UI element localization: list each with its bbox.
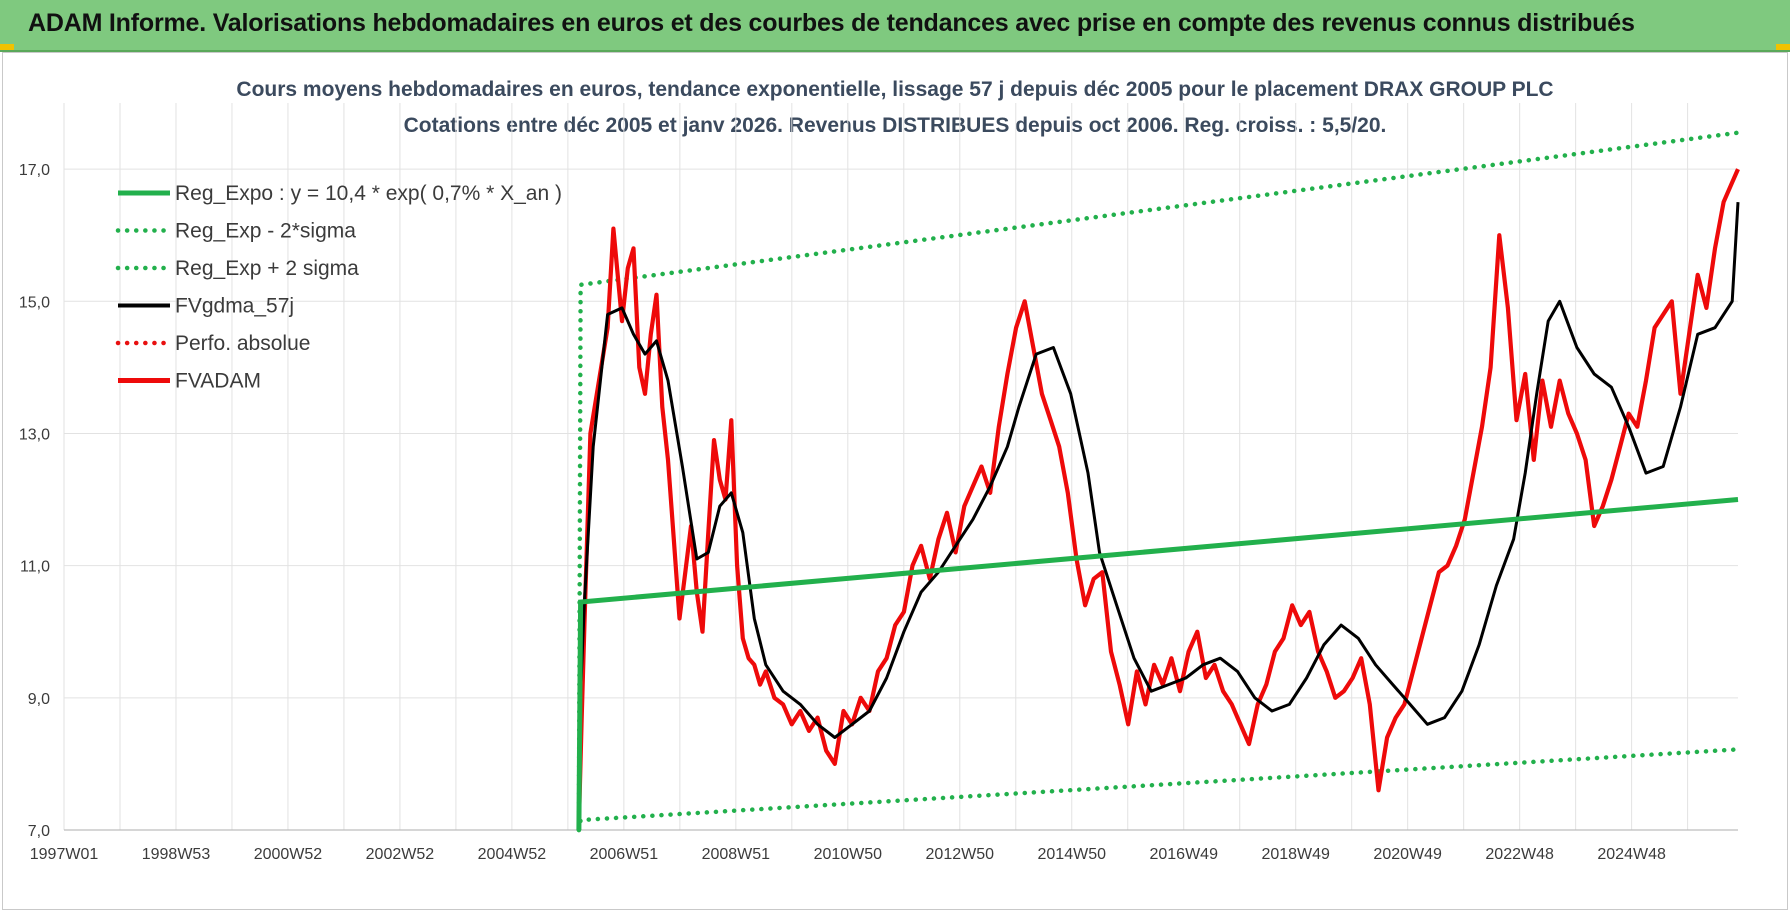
series-line-reg-exp-2-sigma — [576, 130, 1741, 833]
legend-label: Perfo. absolue — [175, 332, 310, 355]
series-line-fvgdma-57j — [577, 202, 1740, 739]
series-line-reg-exp-2-sigma — [576, 747, 1741, 833]
x-tick-label: 2022W48 — [1485, 846, 1554, 863]
legend-label: FVgdma_57j — [175, 295, 294, 318]
legend-label: Reg_Exp + 2 sigma — [175, 257, 359, 280]
series-line-fvadam — [576, 168, 1740, 824]
y-tick-label: 13,0 — [19, 426, 50, 443]
banner-corner-left — [0, 44, 14, 50]
chart-frame — [2, 52, 1788, 910]
legend-label: Reg_Exp - 2*sigma — [175, 220, 356, 243]
report-title: ADAM Informe. Valorisations hebdomadaire… — [28, 9, 1635, 37]
y-tick-label: 15,0 — [19, 294, 50, 311]
x-tick-label: 2014W50 — [1038, 846, 1107, 863]
series-line-reg-expo — [576, 497, 1739, 831]
x-tick-label: 2012W50 — [926, 846, 995, 863]
x-tick-label: 2004W52 — [478, 846, 547, 863]
x-tick-label: 2018W49 — [1261, 846, 1330, 863]
legend-label: FVADAM — [175, 370, 261, 393]
x-tick-label: 2010W50 — [814, 846, 883, 863]
y-tick-label: 7,0 — [28, 823, 50, 840]
y-tick-label: 9,0 — [28, 691, 50, 708]
x-tick-label: 2020W49 — [1373, 846, 1442, 863]
x-tick-label: 2016W49 — [1149, 846, 1218, 863]
y-tick-label: 17,0 — [19, 162, 50, 179]
x-tick-label: 2006W51 — [590, 846, 659, 863]
y-tick-label: 11,0 — [20, 559, 50, 576]
banner-corner-right — [1776, 44, 1790, 50]
x-tick-label: 2002W52 — [366, 846, 435, 863]
x-tick-label: 2008W51 — [702, 846, 771, 863]
x-tick-label: 1997W01 — [30, 846, 99, 863]
x-tick-label: 2024W48 — [1597, 846, 1666, 863]
x-tick-label: 1998W53 — [142, 846, 211, 863]
legend-label: Reg_Expo : y = 10,4 * exp( 0,7% * X_an ) — [175, 182, 562, 205]
report-banner: ADAM Informe. Valorisations hebdomadaire… — [0, 0, 1790, 52]
x-tick-label: 2000W52 — [254, 846, 323, 863]
chart-title-line: Cours moyens hebdomadaires en euros, ten… — [236, 78, 1553, 101]
chart-title-line: Cotations entre déc 2005 et janv 2026. R… — [404, 114, 1387, 137]
